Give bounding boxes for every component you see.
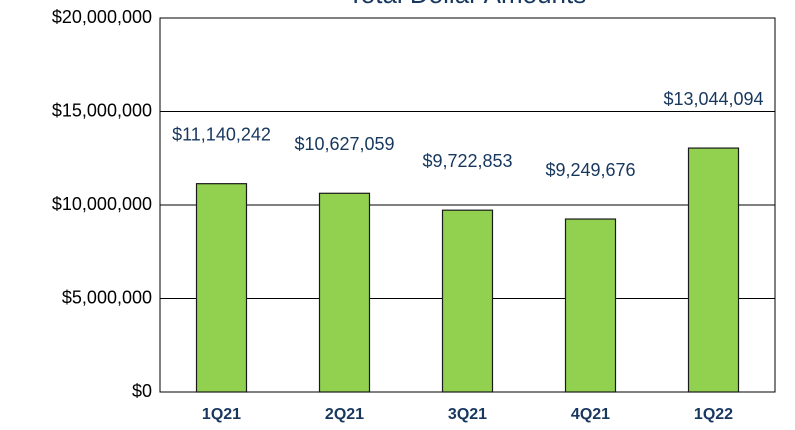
x-tick-label: 1Q22: [694, 406, 733, 423]
value-label: $9,722,853: [422, 151, 512, 171]
value-label: $13,044,094: [663, 89, 763, 109]
bar: [195, 183, 248, 393]
bar: [687, 147, 740, 393]
bar: [441, 209, 494, 393]
value-label: $11,140,242: [172, 124, 271, 144]
value-label: $9,249,676: [545, 160, 635, 180]
x-tick-label: 2Q21: [325, 406, 364, 423]
y-tick-label: $0: [132, 381, 152, 401]
bar: [564, 218, 617, 393]
value-label: $10,627,059: [294, 134, 394, 154]
x-tick-label: 3Q21: [448, 406, 487, 423]
y-tick-label: $20,000,000: [52, 7, 152, 27]
x-tick-label: 4Q21: [571, 406, 610, 423]
y-tick-label: $5,000,000: [62, 287, 152, 307]
chart-title: Total Dollar Amounts: [348, 0, 586, 9]
y-tick-label: $10,000,000: [52, 194, 152, 214]
y-tick-label: $15,000,000: [52, 100, 152, 120]
x-tick-label: 1Q21: [202, 406, 241, 423]
bar: [318, 192, 371, 393]
